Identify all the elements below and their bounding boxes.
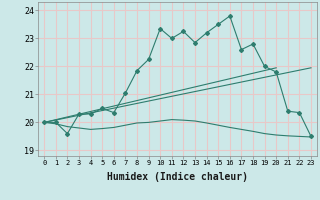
X-axis label: Humidex (Indice chaleur): Humidex (Indice chaleur) [107, 172, 248, 182]
